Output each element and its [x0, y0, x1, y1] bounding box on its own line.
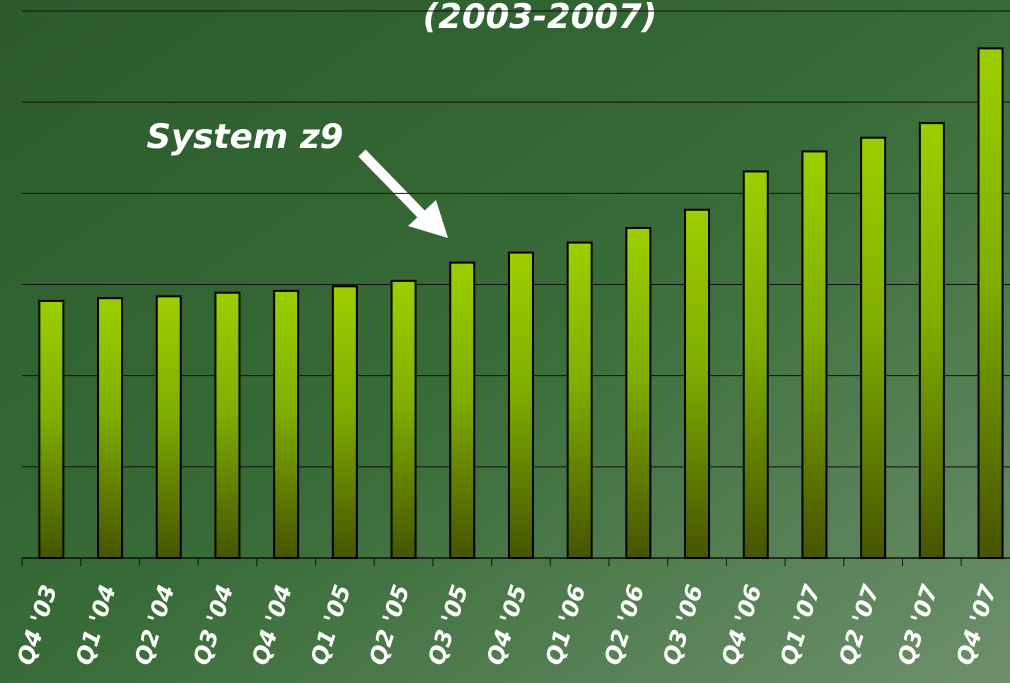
bar: [684, 208, 711, 559]
bar: [625, 226, 652, 560]
bar: [449, 261, 476, 559]
bar: [507, 251, 534, 559]
arrow: [358, 149, 448, 238]
bar: [566, 241, 593, 560]
annotation: System z9: [147, 117, 344, 157]
bar: [273, 289, 300, 559]
bar: [977, 47, 1004, 560]
bar: [860, 136, 887, 559]
bar: [742, 170, 769, 559]
bar: [155, 295, 182, 559]
bar: [97, 297, 124, 559]
bar: [331, 285, 358, 559]
bar: [390, 279, 417, 559]
bar: [38, 299, 65, 559]
chart-title: (2003-2007): [423, 0, 657, 37]
bar: [801, 150, 828, 559]
bar: [918, 122, 945, 559]
bar: [214, 291, 241, 559]
